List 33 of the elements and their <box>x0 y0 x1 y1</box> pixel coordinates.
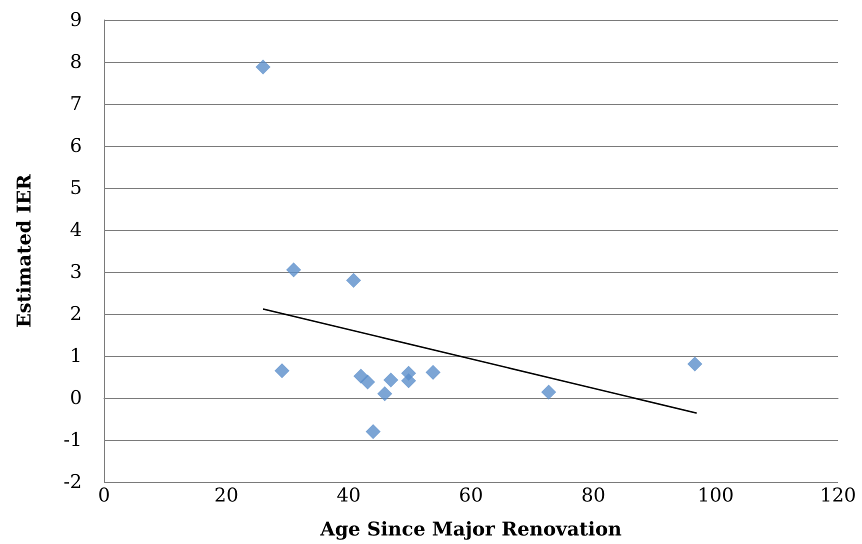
y-tick-label: 9 <box>70 9 82 31</box>
y-tick-label: 7 <box>70 93 82 115</box>
y-tick-label: 0 <box>70 387 82 409</box>
y-tick-label: 4 <box>70 219 82 241</box>
y-tick-label: 8 <box>70 51 82 73</box>
x-tick-label: 100 <box>698 484 734 506</box>
point <box>366 424 381 440</box>
point <box>426 364 441 380</box>
y-tick-label: -2 <box>63 471 82 493</box>
point <box>286 262 302 278</box>
y-tick-label: 2 <box>70 303 82 325</box>
x-tick-label: 40 <box>336 484 361 506</box>
point <box>383 372 398 388</box>
x-tick-label: 80 <box>581 484 606 506</box>
y-tick-label: 3 <box>70 261 82 283</box>
y-tick-label: 6 <box>70 135 82 157</box>
point <box>541 384 556 400</box>
point <box>377 386 392 402</box>
point <box>346 272 362 288</box>
point <box>360 374 376 390</box>
point <box>401 373 416 388</box>
y-tick-label: -1 <box>63 429 82 451</box>
x-tick-label: 0 <box>98 484 110 506</box>
x-tick-label: 20 <box>214 484 238 506</box>
point <box>274 363 290 378</box>
point <box>687 356 702 372</box>
x-tick-label: 120 <box>820 484 856 506</box>
point <box>256 60 271 75</box>
x-tick-label: 60 <box>458 484 484 506</box>
y-tick-label: 1 <box>70 345 82 367</box>
y-tick-label: 5 <box>70 177 82 199</box>
x-axis-title: Age Since Major Renovation <box>319 518 622 540</box>
y-axis-title: Estimated IER <box>14 174 36 328</box>
